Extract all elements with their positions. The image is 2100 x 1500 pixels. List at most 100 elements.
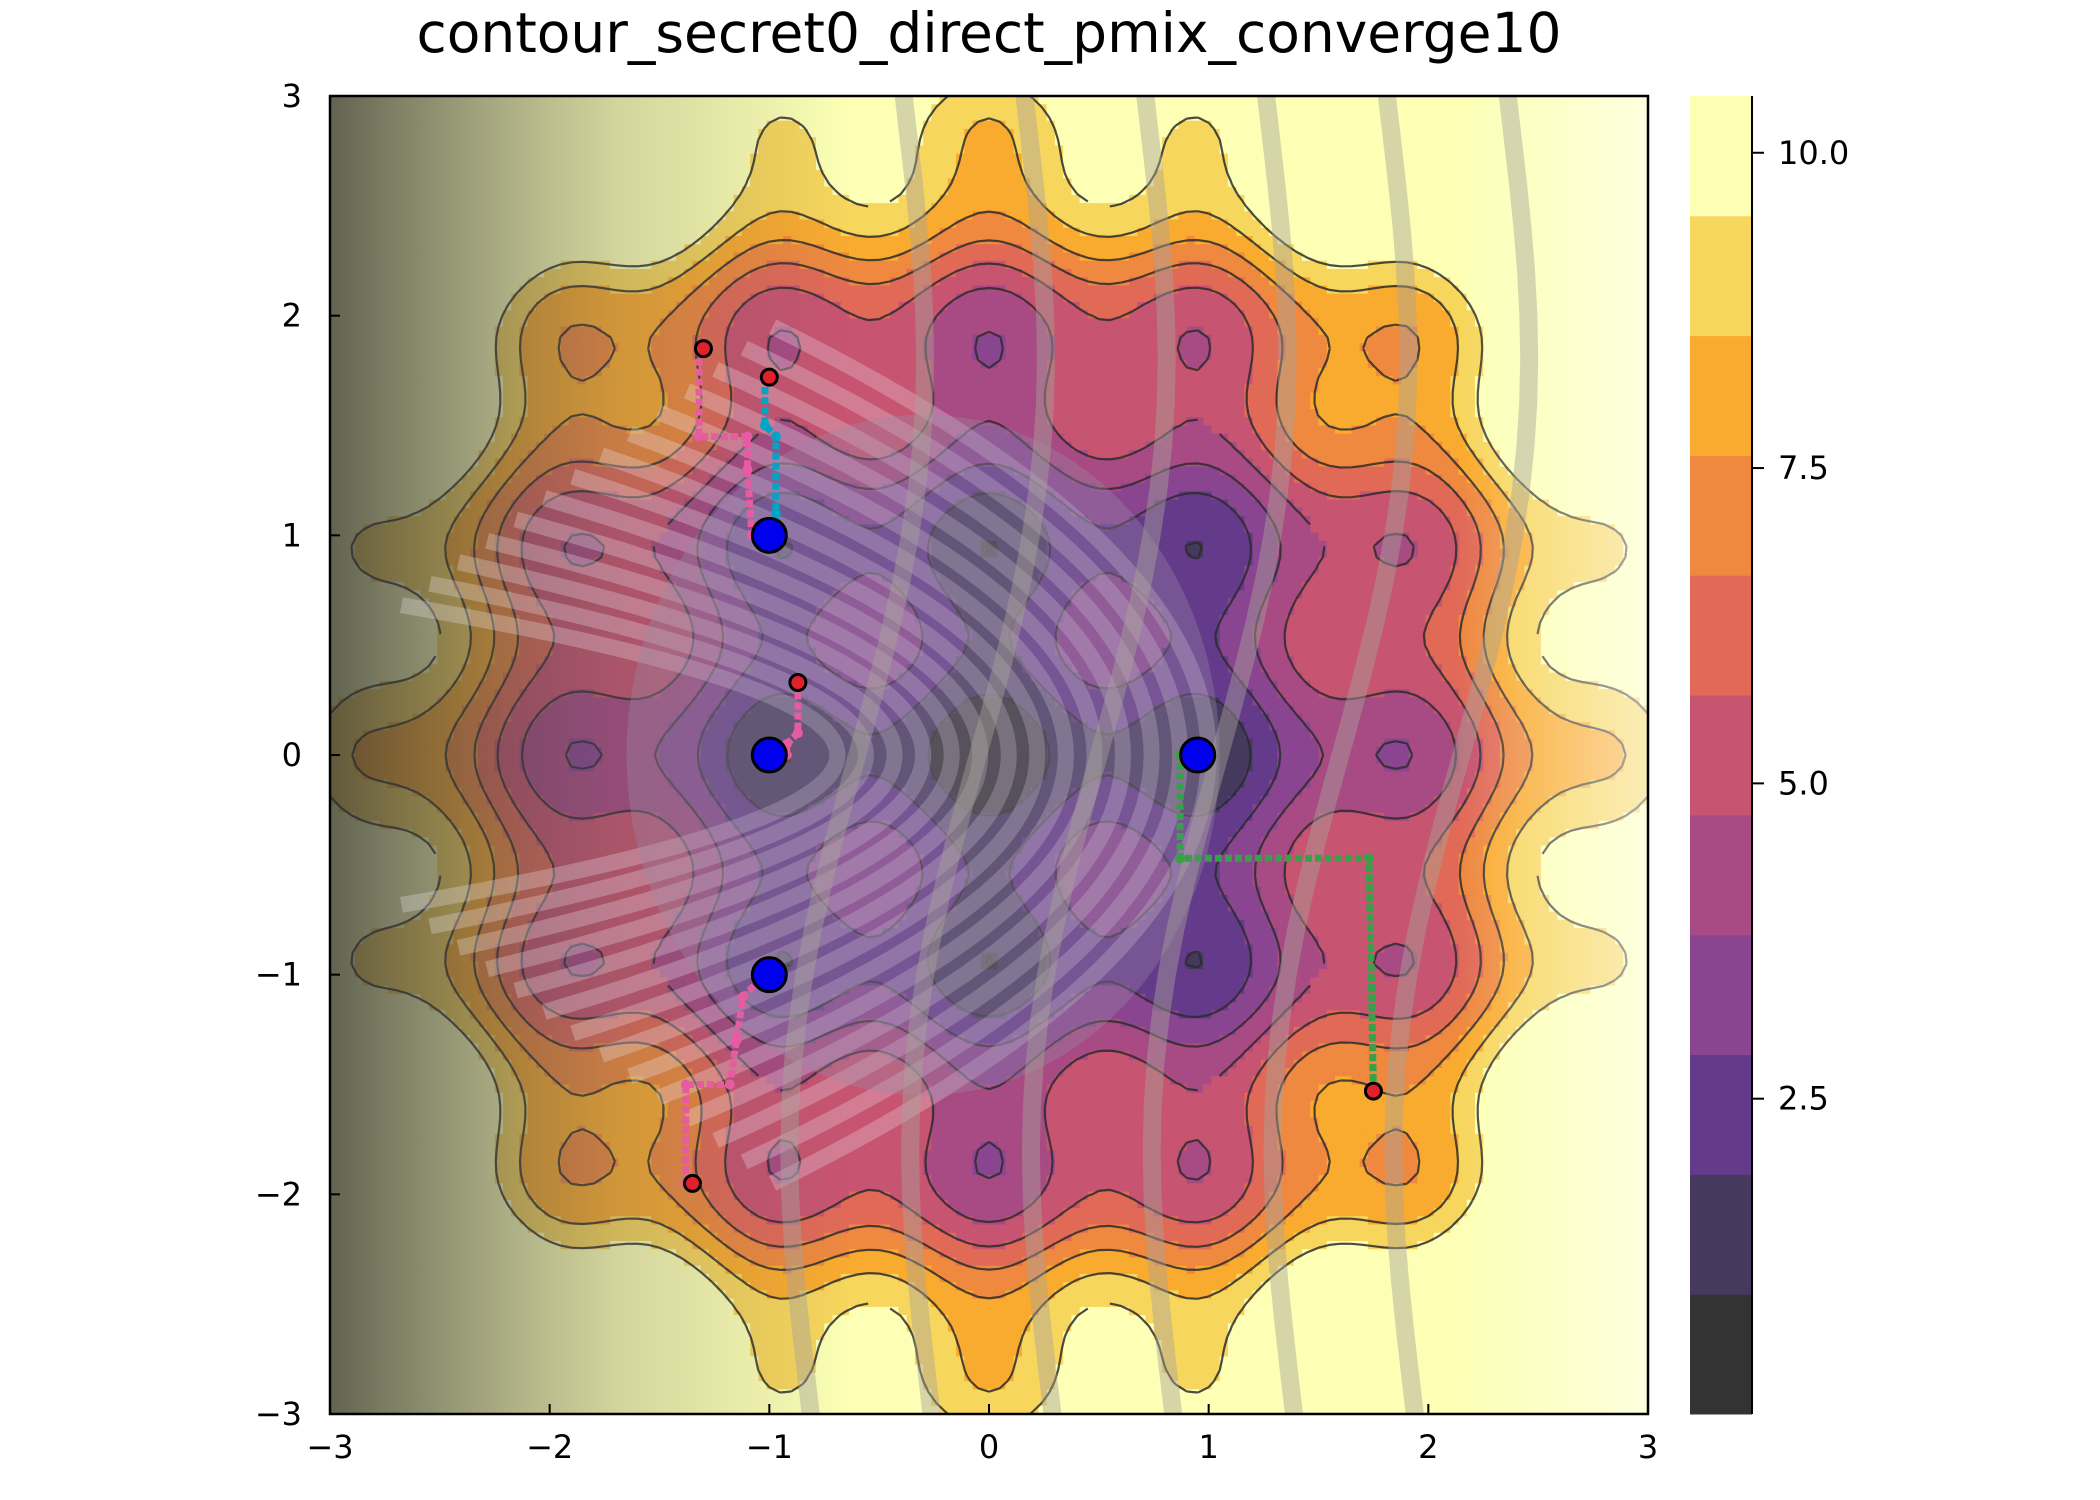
contour-cell (1392, 128, 1402, 138)
contour-cell (931, 170, 941, 179)
contour-cell (1038, 219, 1048, 229)
contour-cell (1318, 112, 1328, 122)
contour-cell (1063, 120, 1072, 130)
contour-cell (964, 277, 974, 287)
contour-cell (1137, 194, 1147, 204)
contour-cell (1277, 227, 1287, 237)
contour-cell (848, 326, 858, 336)
contour-cell (1367, 219, 1377, 229)
contour-cell (1252, 326, 1262, 336)
contour-cell (1334, 236, 1344, 245)
contour-cell (1178, 244, 1188, 254)
contour-cell (1194, 194, 1204, 204)
contour-cell (1096, 178, 1105, 188)
contour-cell (1236, 96, 1245, 105)
contour-cell (1351, 301, 1361, 311)
contour-cell (997, 178, 1007, 188)
contour-cell (1194, 219, 1204, 229)
contour-cell (1211, 301, 1221, 311)
contour-cell (1145, 244, 1155, 254)
contour-cell (1359, 170, 1369, 179)
contour-cell (964, 236, 974, 245)
contour-cell (989, 153, 998, 163)
contour-cell (1120, 137, 1130, 147)
contour-cell (1071, 178, 1081, 188)
contour-cell (1359, 310, 1369, 320)
contour-cell (1318, 252, 1328, 262)
contour-cell (1005, 268, 1015, 278)
contour-cell (1285, 153, 1295, 163)
contour-cell (980, 293, 990, 303)
contour-cell (1277, 153, 1287, 163)
contour-cell (1326, 112, 1336, 122)
contour-cell (1260, 120, 1270, 130)
contour-cell (1063, 96, 1072, 105)
contour-cell (1433, 236, 1443, 245)
contour-cell (1433, 343, 1443, 352)
contour-cell (1227, 170, 1237, 179)
contour-cell (1161, 219, 1171, 229)
contour-cell (1417, 170, 1427, 179)
contour-cell (1219, 277, 1229, 287)
contour-cell (1203, 293, 1213, 303)
contour-cell (939, 285, 949, 295)
contour-cell (1079, 293, 1089, 303)
contour-cell (1326, 203, 1336, 212)
contour-cell (1079, 120, 1089, 130)
contour-cell (997, 153, 1007, 163)
contour-cell (1269, 252, 1278, 262)
contour-cell (1425, 211, 1435, 221)
contour-cell (997, 170, 1007, 179)
contour-cell (1161, 96, 1171, 105)
contour-cell (1005, 153, 1015, 163)
contour-cell (848, 252, 858, 262)
contour-cell (989, 112, 998, 122)
contour-cell (1129, 128, 1138, 138)
contour-cell (1318, 277, 1328, 287)
contour-cell (1219, 236, 1229, 245)
contour-cell (980, 170, 990, 179)
contour-cell (1186, 170, 1196, 179)
contour-cell (865, 277, 875, 287)
contour-cell (873, 277, 883, 287)
contour-cell (1079, 186, 1089, 196)
contour-cell (1054, 170, 1064, 179)
contour-cell (1137, 104, 1147, 114)
contour-cell (1326, 194, 1336, 204)
contour-cell (914, 194, 924, 204)
contour-cell (1326, 310, 1336, 320)
contour-cell (1087, 211, 1097, 221)
contour-cell (1021, 170, 1031, 179)
contour-cell (972, 293, 982, 303)
contour-cell (1227, 244, 1237, 254)
contour-cell (1417, 203, 1427, 212)
contour-cell (947, 153, 957, 163)
contour-cell (1384, 252, 1394, 262)
contour-cell (1376, 277, 1385, 287)
contour-cell (881, 170, 891, 179)
contour-cell (1186, 186, 1196, 196)
contour-cell (1417, 194, 1427, 204)
contour-cell (890, 244, 899, 254)
contour-cell (1252, 137, 1262, 147)
contour-cell (873, 211, 883, 221)
contour-cell (1137, 170, 1147, 179)
contour-cell (865, 170, 875, 179)
contour-cell (1400, 120, 1410, 130)
contour-cell (1129, 104, 1138, 114)
contour-cell (1318, 170, 1328, 179)
contour-cell (1194, 170, 1204, 179)
contour-cell (1120, 326, 1130, 336)
contour-cell (1400, 104, 1410, 114)
contour-cell (1244, 145, 1254, 155)
contour-cell (980, 219, 990, 229)
contour-cell (906, 318, 916, 328)
contour-cell (1120, 96, 1130, 105)
contour-cell (1351, 293, 1361, 303)
contour-cell (1227, 137, 1237, 147)
contour-cell (1392, 194, 1402, 204)
contour-cell (1351, 170, 1361, 179)
contour-cell (1400, 137, 1410, 147)
contour-cell (1161, 153, 1171, 163)
contour-cell (1236, 137, 1245, 147)
